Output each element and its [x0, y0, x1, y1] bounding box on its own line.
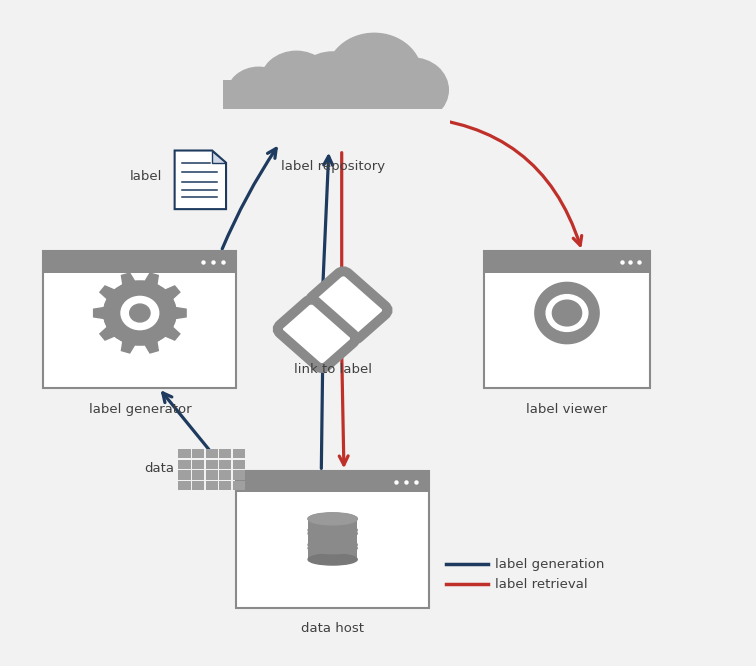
Text: label viewer: label viewer [526, 402, 608, 416]
FancyBboxPatch shape [206, 460, 218, 469]
Ellipse shape [308, 513, 357, 525]
FancyBboxPatch shape [308, 548, 357, 559]
FancyBboxPatch shape [233, 449, 245, 458]
FancyBboxPatch shape [43, 251, 236, 388]
Polygon shape [212, 151, 226, 163]
Ellipse shape [308, 528, 357, 539]
Polygon shape [535, 282, 599, 344]
FancyBboxPatch shape [236, 472, 429, 607]
FancyBboxPatch shape [215, 109, 450, 143]
Text: label repository: label repository [280, 160, 385, 173]
Circle shape [546, 294, 588, 332]
Circle shape [130, 304, 150, 322]
Text: data: data [144, 462, 174, 475]
Circle shape [260, 51, 333, 115]
FancyBboxPatch shape [223, 80, 442, 113]
Circle shape [104, 281, 176, 345]
FancyBboxPatch shape [43, 251, 236, 272]
FancyBboxPatch shape [233, 481, 245, 490]
FancyBboxPatch shape [192, 449, 204, 458]
Ellipse shape [308, 513, 357, 524]
FancyBboxPatch shape [219, 481, 231, 490]
Ellipse shape [308, 554, 357, 565]
FancyBboxPatch shape [192, 481, 204, 490]
FancyBboxPatch shape [206, 449, 218, 458]
Circle shape [293, 52, 372, 121]
Text: label generator: label generator [88, 402, 191, 416]
Circle shape [227, 67, 290, 123]
FancyBboxPatch shape [308, 533, 357, 545]
FancyBboxPatch shape [484, 251, 650, 388]
Polygon shape [94, 273, 186, 353]
FancyBboxPatch shape [277, 300, 355, 368]
FancyBboxPatch shape [219, 470, 231, 480]
FancyBboxPatch shape [178, 481, 191, 490]
Circle shape [327, 33, 422, 117]
FancyBboxPatch shape [178, 460, 191, 469]
Circle shape [376, 58, 448, 122]
Text: link to label: link to label [293, 363, 372, 376]
Text: label retrieval: label retrieval [495, 577, 588, 591]
Text: label generation: label generation [495, 557, 605, 571]
Ellipse shape [308, 543, 357, 553]
Circle shape [121, 296, 159, 330]
FancyBboxPatch shape [206, 481, 218, 490]
FancyBboxPatch shape [484, 251, 650, 272]
FancyBboxPatch shape [219, 449, 231, 458]
FancyBboxPatch shape [233, 460, 245, 469]
FancyBboxPatch shape [236, 472, 429, 492]
FancyBboxPatch shape [206, 470, 218, 480]
FancyBboxPatch shape [178, 449, 191, 458]
FancyBboxPatch shape [178, 470, 191, 480]
FancyBboxPatch shape [192, 470, 204, 480]
FancyBboxPatch shape [308, 519, 357, 530]
FancyBboxPatch shape [192, 460, 204, 469]
FancyBboxPatch shape [219, 460, 231, 469]
FancyBboxPatch shape [321, 309, 345, 330]
Ellipse shape [308, 525, 357, 535]
FancyBboxPatch shape [310, 271, 388, 340]
Text: label: label [130, 170, 163, 183]
Ellipse shape [308, 539, 357, 550]
FancyBboxPatch shape [233, 470, 245, 480]
Circle shape [553, 300, 581, 326]
Polygon shape [175, 151, 226, 209]
Text: data host: data host [301, 622, 364, 635]
